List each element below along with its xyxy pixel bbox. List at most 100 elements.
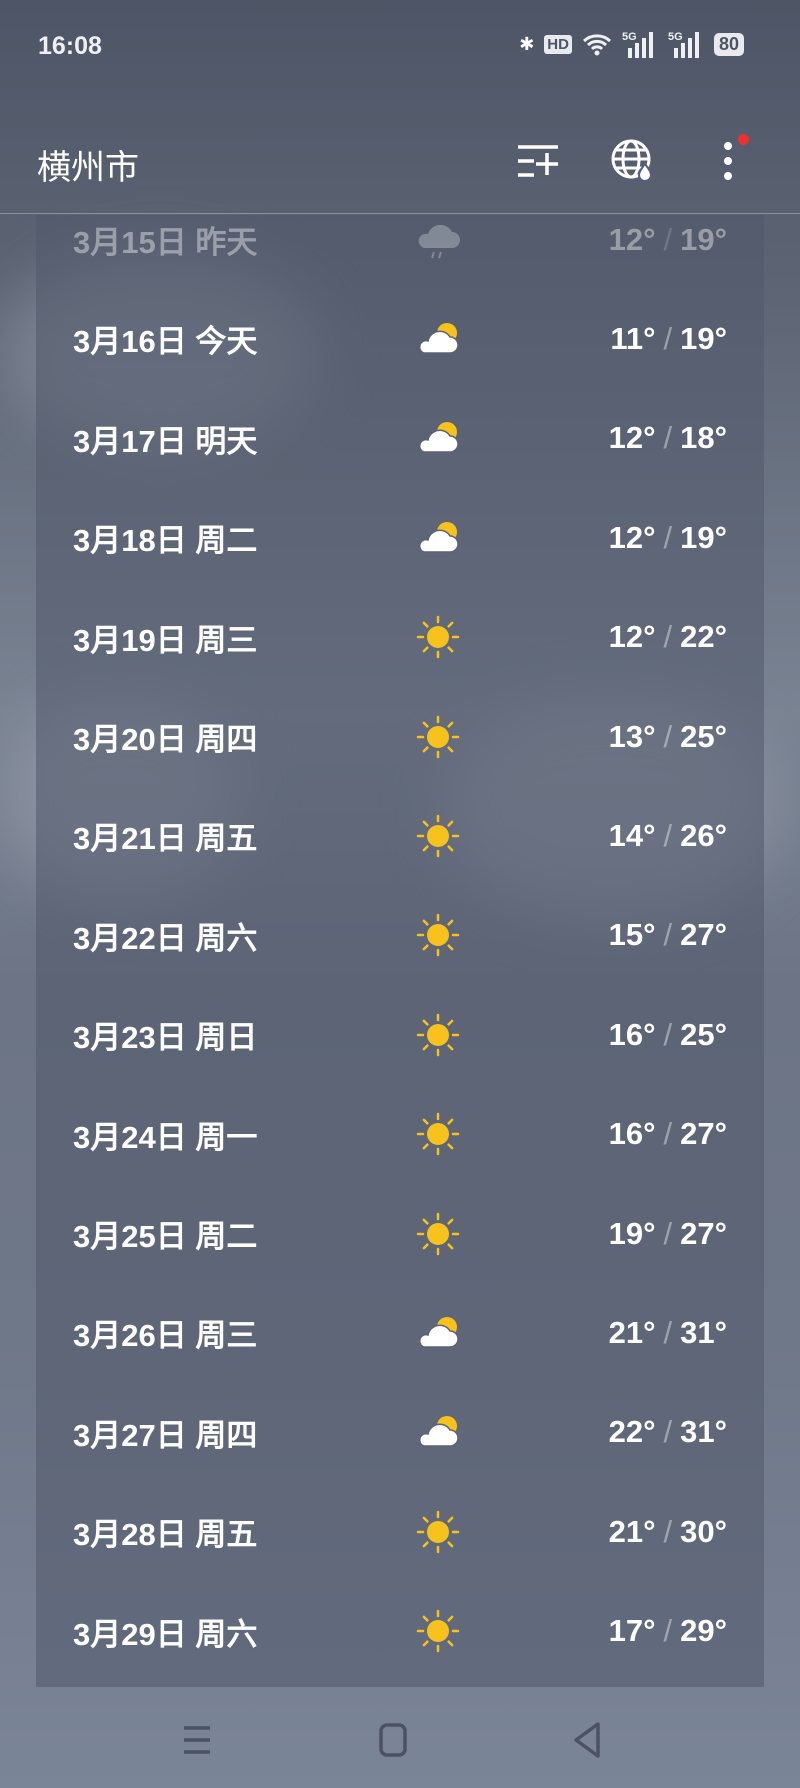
sun-icon — [414, 911, 462, 959]
temperature-range: 22°/31° — [609, 1414, 727, 1450]
forecast-row[interactable]: 3月19日 周三 12°/22° — [36, 588, 764, 687]
low-temp: 14° — [608, 817, 656, 853]
forecast-row[interactable]: 3月26日 周三 21°/31° — [36, 1283, 764, 1382]
signal-5g-icon: 5G — [668, 31, 699, 58]
forecast-row[interactable]: 3月22日 周六 15°/27° — [36, 886, 764, 985]
forecast-date: 3月17日 明天 — [73, 423, 258, 459]
high-temp: 22° — [680, 619, 727, 655]
back-button[interactable] — [568, 1720, 612, 1760]
svg-text:5G: 5G — [668, 31, 683, 43]
sun-icon — [414, 1110, 462, 1158]
sun-icon — [414, 613, 462, 661]
high-temp: 27° — [680, 917, 727, 953]
separator: / — [663, 1513, 673, 1549]
high-temp: 29° — [680, 1613, 727, 1649]
low-temp: 11° — [610, 320, 656, 356]
forecast-row[interactable]: 3月20日 周四 13°/25° — [36, 687, 764, 786]
rain-cloud-icon — [414, 216, 462, 264]
forecast-row[interactable]: 3月15日 昨天 12°/19° — [36, 190, 764, 289]
forecast-date: 3月27日 周四 — [73, 1417, 258, 1453]
low-temp: 17° — [608, 1613, 656, 1649]
separator: / — [663, 619, 673, 655]
forecast-row[interactable]: 3月27日 周四 22°/31° — [36, 1383, 764, 1482]
forecast-date: 3月20日 周四 — [73, 722, 258, 757]
forecast-date: 3月16日 今天 — [73, 324, 258, 360]
temperature-range: 12°/19° — [609, 520, 727, 556]
menu-button[interactable] — [174, 1720, 218, 1760]
low-temp: 16° — [608, 1016, 656, 1052]
back-icon — [574, 1722, 600, 1758]
low-temp: 13° — [608, 718, 656, 754]
forecast-date: 3月18日 周二 — [73, 523, 258, 559]
wifi-icon — [582, 34, 611, 56]
weather-globe-button[interactable] — [608, 136, 658, 186]
separator: / — [663, 221, 673, 257]
separator: / — [663, 1215, 673, 1251]
svg-text:5G: 5G — [622, 31, 637, 43]
separator: / — [663, 718, 673, 754]
forecast-row[interactable]: 3月17日 明天 12°/18° — [36, 389, 764, 488]
high-temp: 26° — [680, 817, 727, 853]
high-temp: 19° — [680, 221, 727, 257]
forecast-row[interactable]: 3月29日 周六 17°/29° — [36, 1582, 764, 1681]
home-icon — [379, 1723, 407, 1757]
notification-dot — [738, 134, 749, 145]
temperature-range: 14°/26° — [609, 818, 727, 854]
temperature-range: 16°/27° — [609, 1116, 727, 1152]
status-bar: 16:08 ✱ HD 5G 5G 80 — [0, 0, 800, 95]
separator: / — [663, 519, 673, 555]
partly-cloudy-icon — [414, 514, 462, 562]
low-temp: 15° — [608, 917, 656, 953]
hd-voice-icon: HD — [544, 34, 572, 54]
forecast-date: 3月29日 周六 — [73, 1616, 258, 1652]
forecast-row[interactable]: 3月25日 周二 19°/27° — [36, 1184, 764, 1283]
low-temp: 22° — [608, 1414, 656, 1450]
high-temp: 25° — [680, 718, 727, 754]
low-temp: 12° — [608, 619, 656, 655]
forecast-row[interactable]: 3月24日 周一 16°/27° — [36, 1085, 764, 1184]
forecast-card — [36, 215, 764, 1687]
forecast-date: 3月21日 周五 — [73, 821, 258, 857]
battery-icon: 80 — [713, 32, 744, 56]
temperature-range: 17°/29° — [609, 1613, 727, 1649]
low-temp: 12° — [608, 519, 656, 555]
forecast-date: 3月24日 周一 — [73, 1119, 258, 1155]
low-temp: 16° — [608, 1116, 656, 1152]
globe-weather-icon — [611, 139, 653, 182]
separator: / — [663, 1414, 673, 1450]
forecast-row[interactable]: 3月16日 今天 11°/19° — [36, 289, 764, 388]
sun-icon — [414, 713, 462, 761]
signal-5g-icon: 5G — [622, 31, 653, 58]
separator: / — [663, 1314, 673, 1350]
city-title[interactable]: 横州市 — [37, 149, 139, 187]
sun-icon — [414, 1210, 462, 1258]
forecast-row[interactable]: 3月21日 周五 14°/26° — [36, 786, 764, 885]
forecast-date: 3月28日 周五 — [73, 1517, 258, 1553]
low-temp: 21° — [608, 1513, 656, 1549]
separator: / — [663, 1016, 673, 1052]
add-city-button[interactable] — [513, 136, 563, 186]
forecast-date: 3月22日 周六 — [73, 920, 258, 956]
sun-icon — [414, 1607, 462, 1655]
high-temp: 31° — [680, 1314, 727, 1350]
more-button[interactable] — [703, 134, 753, 186]
separator: / — [663, 817, 673, 853]
forecast-date: 3月23日 周日 — [73, 1020, 258, 1056]
partly-cloudy-icon — [414, 1309, 462, 1357]
bluetooth-icon: ✱ — [519, 33, 535, 54]
forecast-row[interactable]: 3月28日 周五 21°/30° — [36, 1482, 764, 1581]
high-temp: 18° — [680, 420, 727, 456]
forecast-date: 3月15日 昨天 — [73, 225, 258, 260]
home-button[interactable] — [371, 1720, 415, 1760]
temperature-range: 16°/25° — [609, 1017, 727, 1053]
high-temp: 19° — [680, 519, 727, 555]
forecast-date: 3月26日 周三 — [73, 1318, 258, 1354]
menu-icon — [184, 1726, 210, 1754]
partly-cloudy-icon — [414, 414, 462, 462]
separator: / — [663, 1116, 673, 1152]
temperature-range: 12°/22° — [609, 619, 727, 655]
forecast-row[interactable]: 3月18日 周二 12°/19° — [36, 488, 764, 587]
temperature-range: 21°/31° — [609, 1315, 727, 1351]
forecast-row[interactable]: 3月23日 周日 16°/25° — [36, 985, 764, 1084]
high-temp: 31° — [680, 1414, 727, 1450]
